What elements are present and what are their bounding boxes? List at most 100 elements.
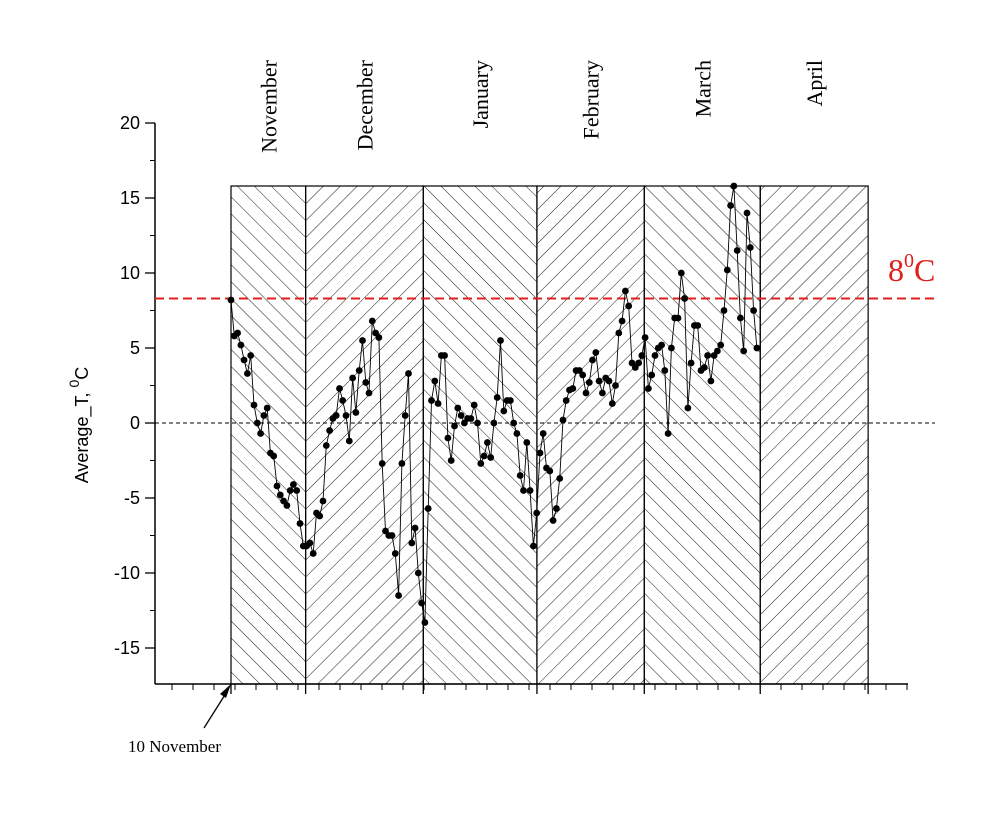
data-point	[582, 389, 590, 397]
chart-labels: November December January February March Apri…	[256, 59, 827, 153]
data-point	[622, 287, 629, 295]
data-point	[293, 487, 301, 494]
y-tick-label: 10	[120, 263, 140, 283]
data-point	[720, 307, 728, 314]
data-point	[401, 412, 409, 419]
data-point	[743, 209, 751, 217]
data-point	[257, 430, 264, 437]
data-point	[674, 314, 682, 322]
data-point	[316, 512, 324, 520]
data-point	[418, 599, 425, 607]
month-label: November	[256, 59, 281, 153]
data-point	[234, 329, 242, 337]
data-point	[625, 302, 633, 310]
data-point	[322, 442, 330, 449]
data-point	[687, 359, 695, 367]
data-point	[253, 419, 261, 427]
data-point	[355, 367, 363, 374]
data-point	[681, 295, 688, 302]
data-point	[651, 352, 659, 359]
data-point	[513, 430, 521, 437]
data-point	[599, 389, 606, 397]
data-point	[638, 352, 646, 359]
data-point	[569, 385, 577, 392]
axes: 20 15 10 5 0 -5 -10 -15	[114, 113, 908, 694]
data-point	[730, 182, 738, 190]
data-point	[276, 491, 284, 499]
data-point	[237, 341, 245, 349]
data-point	[263, 404, 271, 412]
data-point	[493, 394, 501, 401]
data-point	[441, 352, 448, 359]
data-point	[467, 415, 475, 422]
data-point	[733, 247, 741, 254]
data-point	[727, 202, 734, 209]
data-point	[447, 457, 455, 464]
data-point	[700, 364, 708, 371]
data-point	[395, 592, 402, 599]
month-label: April	[802, 60, 827, 106]
data-point	[388, 532, 396, 539]
data-point	[740, 347, 748, 355]
month-label: February	[579, 60, 604, 139]
reference-lines	[155, 297, 935, 424]
data-point	[723, 266, 731, 274]
data-point	[539, 430, 547, 437]
data-point	[424, 505, 432, 512]
data-point	[474, 419, 481, 427]
data-point	[428, 397, 435, 404]
data-point	[411, 524, 419, 532]
data-point	[451, 422, 458, 430]
data-point	[286, 487, 294, 494]
data-point	[477, 460, 485, 467]
data-point	[359, 337, 366, 344]
data-point	[595, 377, 603, 385]
data-point	[714, 347, 721, 355]
data-point	[694, 322, 702, 329]
data-point	[677, 269, 685, 277]
data-point	[668, 344, 675, 352]
data-point	[244, 370, 251, 377]
data-point	[260, 412, 268, 419]
data-point	[684, 404, 692, 412]
data-point	[641, 334, 649, 341]
y-axis-label-unit: C	[72, 367, 92, 380]
threshold-label: 80C	[888, 250, 935, 288]
data-point	[589, 356, 596, 364]
data-point	[408, 539, 416, 547]
data-point	[579, 371, 587, 379]
data-point	[339, 397, 347, 404]
y-tick-label: 20	[120, 113, 140, 133]
data-point	[559, 416, 567, 424]
data-point	[664, 430, 672, 437]
data-point	[480, 452, 488, 460]
data-point	[391, 550, 399, 557]
data-point	[227, 296, 235, 304]
y-tick-label: 15	[120, 188, 140, 208]
data-point	[434, 400, 442, 407]
y-tick-label: -5	[124, 488, 140, 508]
data-point	[648, 371, 656, 379]
data-point	[336, 385, 343, 392]
data-point	[645, 385, 652, 392]
data-point	[530, 542, 537, 550]
data-point	[707, 377, 715, 385]
data-point	[421, 619, 429, 626]
threshold-label-sup: 0	[904, 250, 914, 272]
month-label: March	[690, 60, 715, 117]
data-series	[227, 182, 761, 626]
y-tick-label: 0	[130, 413, 140, 433]
data-point	[349, 374, 356, 382]
data-point	[431, 377, 439, 385]
data-point	[283, 502, 291, 509]
data-point	[250, 401, 258, 409]
data-point	[470, 401, 478, 409]
data-point	[352, 409, 360, 416]
data-point	[365, 389, 373, 397]
data-point	[306, 539, 314, 547]
data-point	[553, 505, 560, 512]
month-label: December	[352, 59, 377, 150]
data-point	[332, 412, 340, 419]
y-tick-label: 5	[130, 338, 140, 358]
